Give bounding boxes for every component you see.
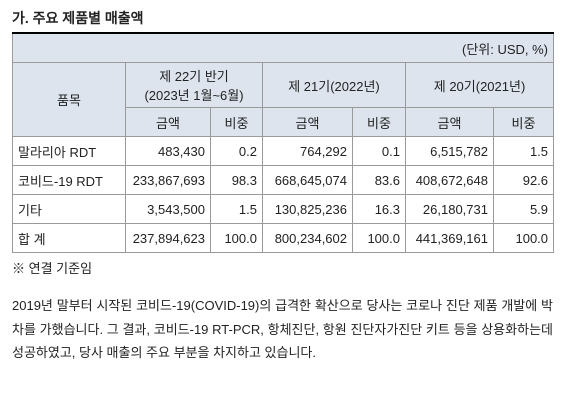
data-row: 코비드-19 RDT 233,867,693 98.3 668,645,074 83.6… bbox=[12, 165, 555, 195]
cell-value: 100.0 bbox=[352, 223, 406, 253]
cell-value: 100.0 bbox=[492, 223, 555, 253]
cell-value: 0.2 bbox=[210, 136, 263, 166]
cell-value: 800,234,602 bbox=[262, 223, 353, 253]
period-header: 제 20기(2021년) bbox=[404, 62, 555, 108]
cell-value: 237,894,623 bbox=[125, 223, 211, 253]
data-row: 기타 3,543,500 1.5 130,825,236 16.3 26,180,731 5… bbox=[12, 194, 555, 224]
cell-value: 1.5 bbox=[492, 136, 555, 166]
period-header: 제 21기(2022년) bbox=[262, 62, 406, 108]
table-body: (단위: USD, %) 품목 제 22기 반기 (2023년 1월~6월) 제 … bbox=[11, 32, 555, 253]
cell-value: 100.0 bbox=[210, 223, 263, 253]
unit-row: (단위: USD, %) bbox=[11, 32, 555, 63]
data-row: 말라리아 RDT 483,430 0.2 764,292 0.1 6,515,782 1.5 bbox=[12, 136, 555, 166]
item-name: 합 계 bbox=[12, 223, 126, 253]
note: ※ 연결 기준임 bbox=[12, 261, 93, 276]
cell-value: 83.6 bbox=[352, 165, 406, 195]
cell-value: 0.1 bbox=[352, 136, 406, 166]
period-line: 제 22기 반기 bbox=[159, 69, 229, 84]
cell-value: 16.3 bbox=[352, 194, 406, 224]
cell-value: 1.5 bbox=[210, 194, 263, 224]
cell-value: 92.6 bbox=[492, 165, 555, 195]
paragraph: 2019년 말부터 시작된 코비드-19(COVID-19)의 급격한 확산으로… bbox=[12, 298, 553, 360]
sales-table: (단위: USD, %) 품목 제 22기 반기 (2023년 1월~6월) 제 … bbox=[11, 32, 555, 253]
cell-value: 6,515,782 bbox=[405, 136, 494, 166]
item-header: 품목 bbox=[12, 62, 126, 137]
cell-value: 441,369,161 bbox=[405, 223, 494, 253]
subheader: 금액 bbox=[262, 107, 353, 137]
subheader: 비중 bbox=[210, 107, 263, 137]
data-row: 합 계 237,894,623 100.0 800,234,602 100.0 441,3… bbox=[12, 223, 555, 253]
subheader: 비중 bbox=[352, 107, 406, 137]
subheader: 금액 bbox=[125, 107, 211, 137]
subheader-row: 금액 비중 금액 비중 금액 비중 bbox=[13, 107, 555, 137]
unit: (단위: USD, %) bbox=[11, 32, 555, 63]
cell-value: 3,543,500 bbox=[125, 194, 211, 224]
cell-value: 5.9 bbox=[492, 194, 555, 224]
cell-value: 668,645,074 bbox=[262, 165, 353, 195]
cell-value: 233,867,693 bbox=[125, 165, 211, 195]
section-title: 가. 주요 제품별 매출액 bbox=[12, 10, 144, 26]
cell-value: 26,180,731 bbox=[405, 194, 494, 224]
item-name: 코비드-19 RDT bbox=[12, 165, 126, 195]
cell-value: 408,672,648 bbox=[405, 165, 494, 195]
period-header: 제 22기 반기 (2023년 1월~6월) bbox=[125, 62, 263, 108]
period-line: (2023년 1월~6월) bbox=[144, 88, 244, 103]
cell-value: 98.3 bbox=[210, 165, 263, 195]
header-row: 품목 제 22기 반기 (2023년 1월~6월) 제 21기(2022년) 제 … bbox=[12, 62, 555, 137]
subheader: 비중 bbox=[492, 107, 555, 137]
subheader: 금액 bbox=[405, 107, 494, 137]
item-name: 기타 bbox=[12, 194, 126, 224]
item-name: 말라리아 RDT bbox=[12, 136, 126, 166]
cell-value: 130,825,236 bbox=[262, 194, 353, 224]
cell-value: 764,292 bbox=[262, 136, 353, 166]
cell-value: 483,430 bbox=[125, 136, 211, 166]
